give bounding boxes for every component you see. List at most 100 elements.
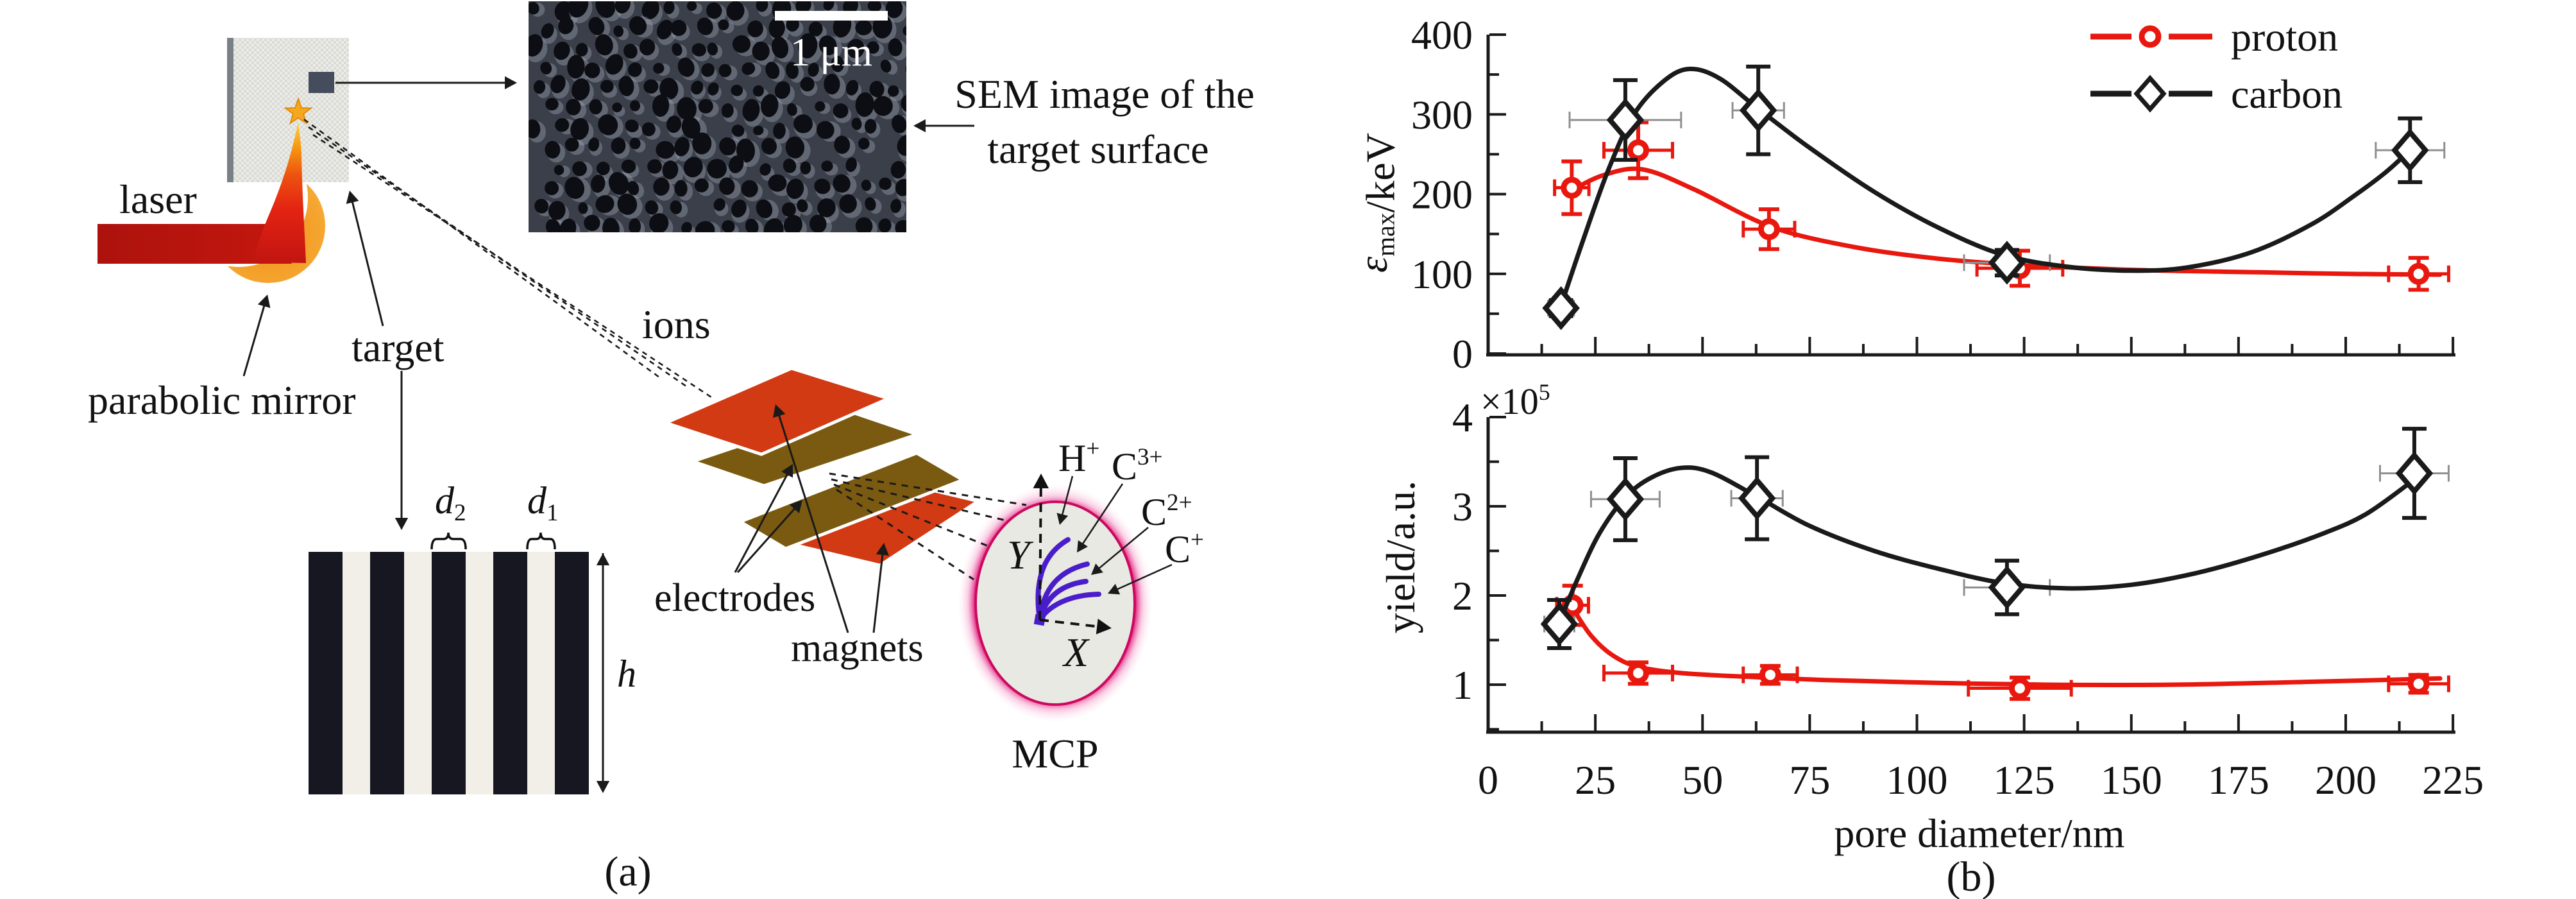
sem-hole bbox=[843, 1, 858, 15]
h-dim-label: h bbox=[617, 653, 636, 695]
data-point-proton bbox=[2407, 672, 2430, 695]
sem-hole bbox=[839, 194, 857, 214]
sem-hole bbox=[564, 137, 579, 152]
sem-hole bbox=[541, 23, 554, 39]
arrow-trace-h-head bbox=[1056, 513, 1069, 525]
y-tick-label: 3 bbox=[1452, 484, 1473, 529]
trace-h-label: H+ bbox=[1058, 436, 1099, 479]
panel-a-label: (a) bbox=[604, 848, 651, 895]
sem-hole bbox=[529, 1, 539, 15]
data-point-carbon bbox=[1738, 476, 1776, 520]
sem-hole bbox=[691, 43, 706, 56]
arrow-magnets-1-line bbox=[775, 407, 849, 633]
sem-hole bbox=[572, 161, 587, 176]
sem-hole bbox=[855, 92, 874, 117]
sem-hole bbox=[649, 213, 669, 232]
ion-dashed-3 bbox=[312, 133, 714, 400]
carbon-markers bbox=[1540, 451, 2434, 646]
stripe-bar bbox=[432, 552, 466, 794]
arrow-trace-c2-head bbox=[1091, 563, 1103, 575]
sem-hole bbox=[666, 116, 682, 133]
sem-hole bbox=[831, 56, 844, 73]
data-point-carbon bbox=[2391, 128, 2429, 173]
panel-b-label: (b) bbox=[1947, 853, 1996, 899]
sem-hole bbox=[867, 41, 879, 54]
sem-hole bbox=[567, 55, 585, 79]
sem-hole bbox=[550, 74, 566, 94]
sem-hole bbox=[534, 198, 549, 214]
sem-hole bbox=[652, 94, 670, 117]
sem-hole bbox=[895, 178, 906, 196]
sem-hole bbox=[627, 180, 640, 196]
sem-hole bbox=[783, 158, 797, 173]
target-label: target bbox=[352, 325, 445, 370]
sem-hole bbox=[729, 155, 744, 173]
stripe-gap bbox=[343, 552, 370, 794]
sem-hole bbox=[618, 76, 634, 96]
sem-hole bbox=[656, 141, 675, 159]
stripe-bar bbox=[309, 552, 343, 794]
d1-label: d1 bbox=[527, 479, 559, 526]
sem-hole bbox=[846, 80, 859, 96]
sem-hole bbox=[833, 103, 849, 119]
sem-hole bbox=[708, 82, 719, 96]
sem-hole bbox=[756, 1, 768, 12]
sem-hole bbox=[663, 1, 675, 14]
y-tick-label: 4 bbox=[1452, 395, 1473, 440]
y-axis-label: εmax/keV bbox=[1350, 133, 1403, 273]
sem-hole bbox=[629, 16, 647, 35]
sem-hole bbox=[786, 17, 799, 32]
sem-hole bbox=[629, 100, 640, 112]
sem-hole bbox=[602, 218, 620, 232]
sem-ridge bbox=[907, 62, 926, 81]
sem-hole bbox=[879, 177, 892, 191]
sem-hole bbox=[785, 136, 805, 158]
sem-hole bbox=[821, 160, 833, 172]
proton-curve bbox=[1569, 166, 2443, 277]
sem-hole bbox=[897, 134, 906, 156]
mcp-x-axis-line bbox=[1039, 619, 1108, 629]
legend-marker-circle bbox=[2139, 25, 2162, 48]
arrow-trace-c3-head bbox=[1077, 540, 1088, 552]
sem-hole bbox=[647, 159, 662, 174]
y-tick-label: 400 bbox=[1411, 12, 1473, 58]
sem-hole bbox=[731, 200, 747, 218]
ions-label: ions bbox=[642, 302, 711, 347]
charts-panel: 0 100 200 300 400 εmax/keV proton carbon 0 25 50 7… bbox=[1350, 12, 2484, 899]
sem-hole bbox=[558, 17, 574, 35]
sem-hole bbox=[732, 35, 751, 53]
sem-hole bbox=[786, 103, 797, 116]
sem-hole bbox=[765, 62, 780, 80]
sem-hole bbox=[763, 218, 784, 232]
sem-hole bbox=[800, 76, 815, 92]
sem-hole bbox=[681, 116, 700, 139]
arrow-magnets-2-head bbox=[876, 543, 889, 556]
stripe-gap bbox=[404, 552, 432, 794]
arrow-trace-c1-line bbox=[1110, 563, 1173, 593]
sem-hole bbox=[613, 25, 624, 37]
diagram-connectors bbox=[242, 76, 1173, 793]
sem-hole bbox=[890, 199, 902, 214]
arrow-parabolic-mirror-head bbox=[257, 295, 271, 309]
sem-hole bbox=[816, 121, 835, 139]
sem-hole bbox=[781, 202, 796, 217]
mcp-label: MCP bbox=[1012, 731, 1098, 776]
stripe-bar bbox=[493, 552, 527, 794]
y-tick-label: 0 bbox=[1452, 331, 1473, 377]
sem-hole bbox=[774, 81, 791, 99]
sem-hole bbox=[795, 1, 811, 14]
d2-brace bbox=[430, 532, 467, 550]
sample-zoom-square bbox=[309, 72, 334, 93]
data-point-proton bbox=[1759, 664, 1781, 686]
y-axis-label: yield/a.u. bbox=[1378, 481, 1423, 633]
mcp-dashed-2 bbox=[831, 478, 1009, 522]
stripe-bar bbox=[370, 552, 404, 794]
x-tick-label: 150 bbox=[2101, 757, 2162, 803]
arrow-trace-c3-line bbox=[1078, 483, 1124, 550]
sem-hole bbox=[872, 15, 892, 39]
arrow-electrodes-2-line bbox=[736, 502, 801, 573]
data-point-proton bbox=[2008, 677, 2031, 699]
sem-hole bbox=[612, 102, 622, 113]
arrow-trace-h-line bbox=[1060, 475, 1074, 522]
d2-label: d2 bbox=[435, 479, 466, 526]
